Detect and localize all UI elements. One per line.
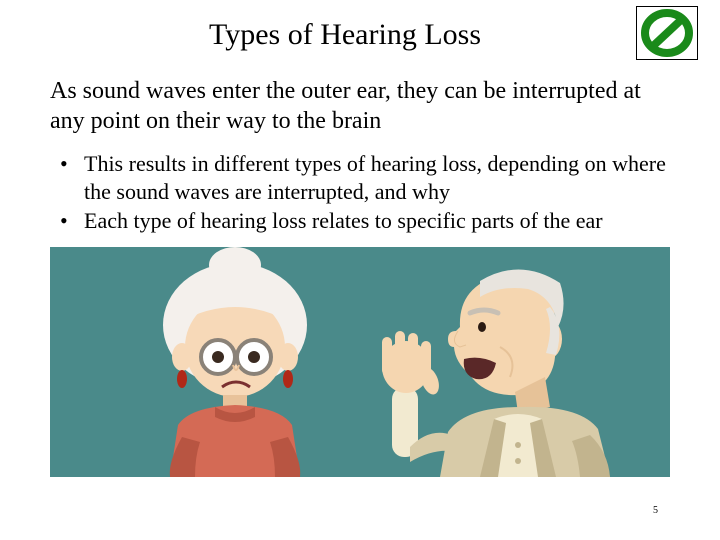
slide: Types of Hearing Loss As sound waves ent…: [0, 0, 720, 540]
slide-title: Types of Hearing Loss: [20, 18, 670, 52]
prohibition-icon: [636, 6, 698, 60]
elderly-couple-illustration: [50, 247, 670, 477]
bullet-list: This results in different types of heari…: [50, 150, 670, 235]
bullet-item: Each type of hearing loss relates to spe…: [60, 207, 670, 235]
bullet-item: This results in different types of heari…: [60, 150, 670, 205]
page-number: 5: [653, 505, 658, 516]
intro-text: As sound waves enter the outer ear, they…: [50, 76, 670, 136]
